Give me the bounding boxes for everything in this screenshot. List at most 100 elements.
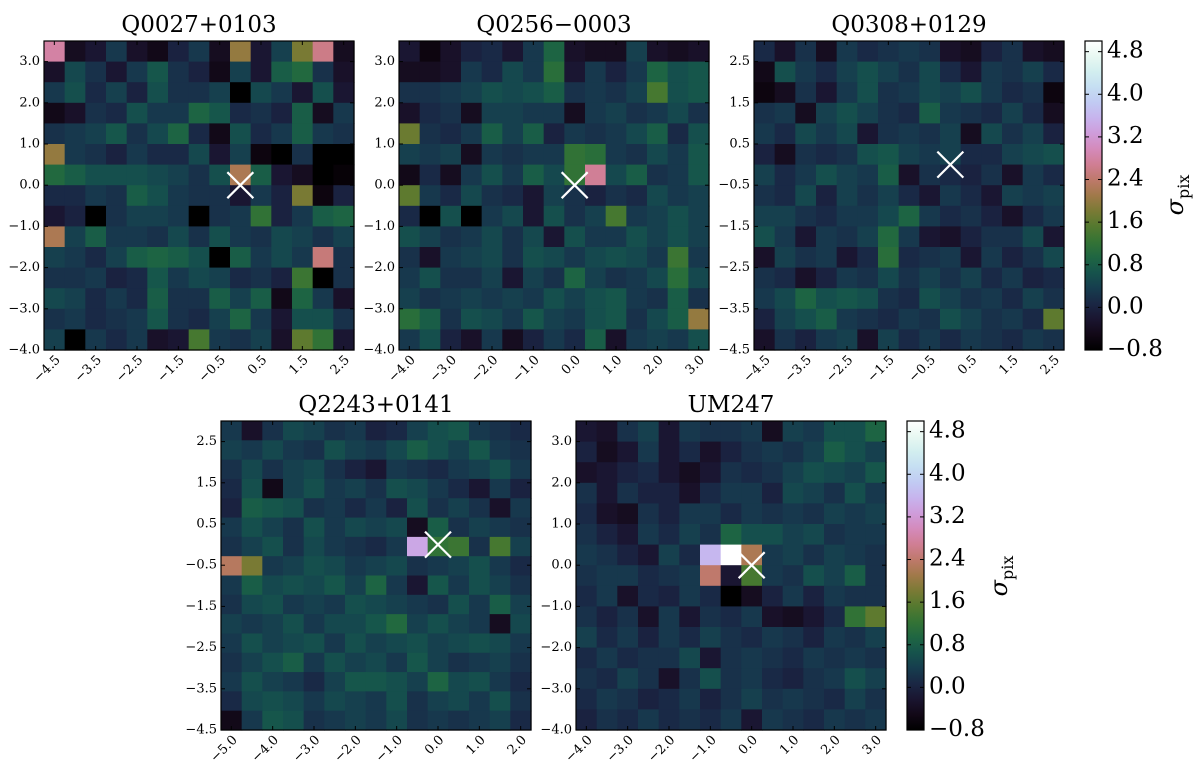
heatmap-cell [626,61,648,83]
heatmap-cell [596,647,618,669]
heatmap-cell [741,647,763,669]
heatmap-cell [312,308,334,330]
heatmap-cell [419,288,441,310]
heatmap-cell [626,123,648,145]
heatmap-cell [782,544,804,566]
heatmap-cell [419,61,441,83]
heatmap-cell [448,710,470,731]
heatmap-cell [262,652,284,673]
heatmap-cell [667,102,689,124]
heatmap-cell [241,478,263,499]
x-tick-label: −2.0 [332,733,365,766]
heatmap-cell [700,709,722,731]
heatmap-cell [271,164,293,186]
plot-frame [43,40,355,351]
heatmap-cell [262,459,284,480]
heatmap-cell [85,267,107,289]
heatmap-cell [64,185,86,207]
heatmap-cell [865,441,887,463]
heatmap-cell [667,123,689,145]
heatmap-cell [700,421,722,443]
heatmap-cell [816,123,838,145]
heatmap-cell [638,421,660,443]
heatmap-cell [585,226,607,248]
heatmap-cell [106,102,128,124]
heatmap-cell [960,288,982,310]
heatmap-cell [898,267,920,289]
heatmap-cell [419,41,441,63]
heatmap-cell [147,82,169,104]
heatmap-cell [440,288,462,310]
heatmap-cell [407,498,429,519]
heatmap-cell [168,267,190,289]
heatmap-cell [448,536,470,557]
heatmap-cell [489,594,511,615]
heatmap-cell [960,329,982,351]
heatmap-cell [898,226,920,248]
panel: Q0256−00033.02.01.00.0−1.0−2.0−3.0−4.0−4… [363,12,710,386]
heatmap-cell [230,288,252,310]
heatmap-cell [168,308,190,330]
heatmap-cell [292,102,314,124]
heatmap-cell [333,164,355,186]
heatmap-cell [981,123,1003,145]
heatmap-cell [754,185,776,207]
heatmap-cell [271,61,293,83]
heatmap-cell [605,226,627,248]
x-tick-label: 1.0 [777,733,802,758]
heatmap-cell [230,123,252,145]
heatmap-cell [919,226,941,248]
heatmap-cell [865,585,887,607]
heatmap-cell [816,205,838,227]
heatmap-cell [250,205,272,227]
heatmap-cell [543,61,565,83]
heatmap-cell [427,652,449,673]
heatmap-cell [448,421,470,441]
heatmap-cell [126,123,148,145]
heatmap-cell [448,633,470,654]
heatmap-cell [762,503,784,525]
heatmap-cell [106,226,128,248]
heatmap-cell [865,524,887,546]
heatmap-cell [523,164,545,186]
heatmap-cell [312,329,334,351]
heatmap-cell [626,329,648,351]
heatmap-cell [1043,41,1065,63]
heatmap-cell [221,556,243,577]
x-tick-label: 1.0 [600,353,625,378]
heatmap-cell [878,61,900,83]
heatmap-cell [365,556,387,577]
heatmap-cell [844,482,866,504]
heatmap-cell [679,524,701,546]
heatmap-cell [271,102,293,124]
heatmap-cell [898,102,920,124]
colorbar: 4.8 4.0 3.2 2.4 1.6 0.8 0.0 −0.8 σpix [906,418,1017,742]
heatmap-cell [250,226,272,248]
heatmap-cell [440,123,462,145]
heatmap-cell [312,82,334,104]
heatmap-cell [576,421,598,443]
heatmap-cell [241,517,263,538]
heatmap-cell [940,102,962,124]
heatmap-cell [523,123,545,145]
heatmap-cell [803,606,825,628]
heatmap-cell [667,329,689,351]
heatmap-cell [720,709,742,731]
heatmap-cell [605,247,627,269]
heatmap-cell [564,226,586,248]
heatmap-cell [44,41,66,63]
heatmap-cell [688,205,710,227]
heatmap-cell [688,247,710,269]
heatmap-cell [919,61,941,83]
y-tick-label: −4.0 [540,723,572,738]
heatmap-cell [940,41,962,63]
x-tick-label: −1.5 [155,353,188,386]
heatmap-cell [510,672,532,692]
heatmap-cell [126,185,148,207]
heatmap-cell [44,61,66,83]
heatmap-cell [543,41,565,63]
heatmap-cell [878,308,900,330]
heatmap-cell [126,308,148,330]
y-tick-label: 2.0 [374,95,395,110]
heatmap-cell [106,144,128,166]
